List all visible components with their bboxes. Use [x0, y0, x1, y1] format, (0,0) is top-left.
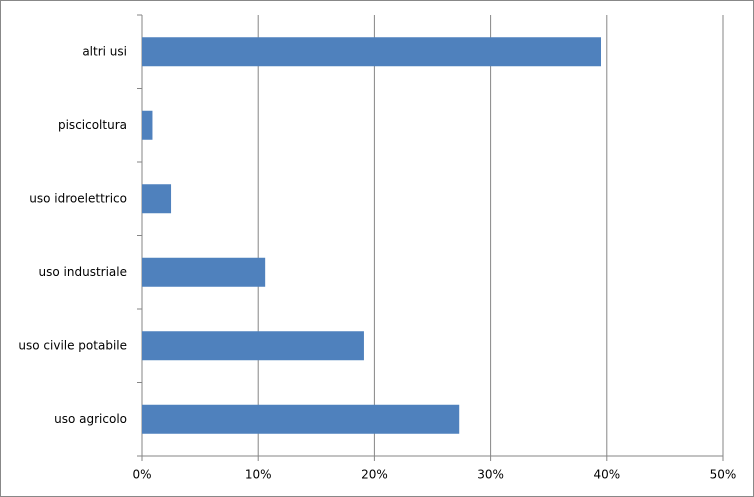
- x-tick-label: 50%: [710, 468, 737, 482]
- bar: [142, 404, 460, 434]
- bar: [142, 257, 266, 287]
- bar: [142, 184, 172, 214]
- bar: [142, 331, 364, 361]
- bar: [142, 37, 601, 67]
- x-tick-label: 40%: [593, 468, 620, 482]
- y-tick-label: uso civile potabile: [18, 338, 127, 352]
- y-tick-label: uso industriale: [39, 265, 127, 279]
- bar: [142, 110, 153, 140]
- y-tick-label: uso idroelettrico: [29, 191, 127, 205]
- x-tick-label: 10%: [245, 468, 272, 482]
- x-tick-label: 30%: [477, 468, 504, 482]
- y-tick-label: altri usi: [82, 44, 127, 58]
- y-tick-label: piscicoltura: [58, 118, 127, 132]
- x-tick-label: 20%: [361, 468, 388, 482]
- y-tick-label: uso agricolo: [54, 412, 127, 426]
- x-tick-label: 0%: [132, 468, 151, 482]
